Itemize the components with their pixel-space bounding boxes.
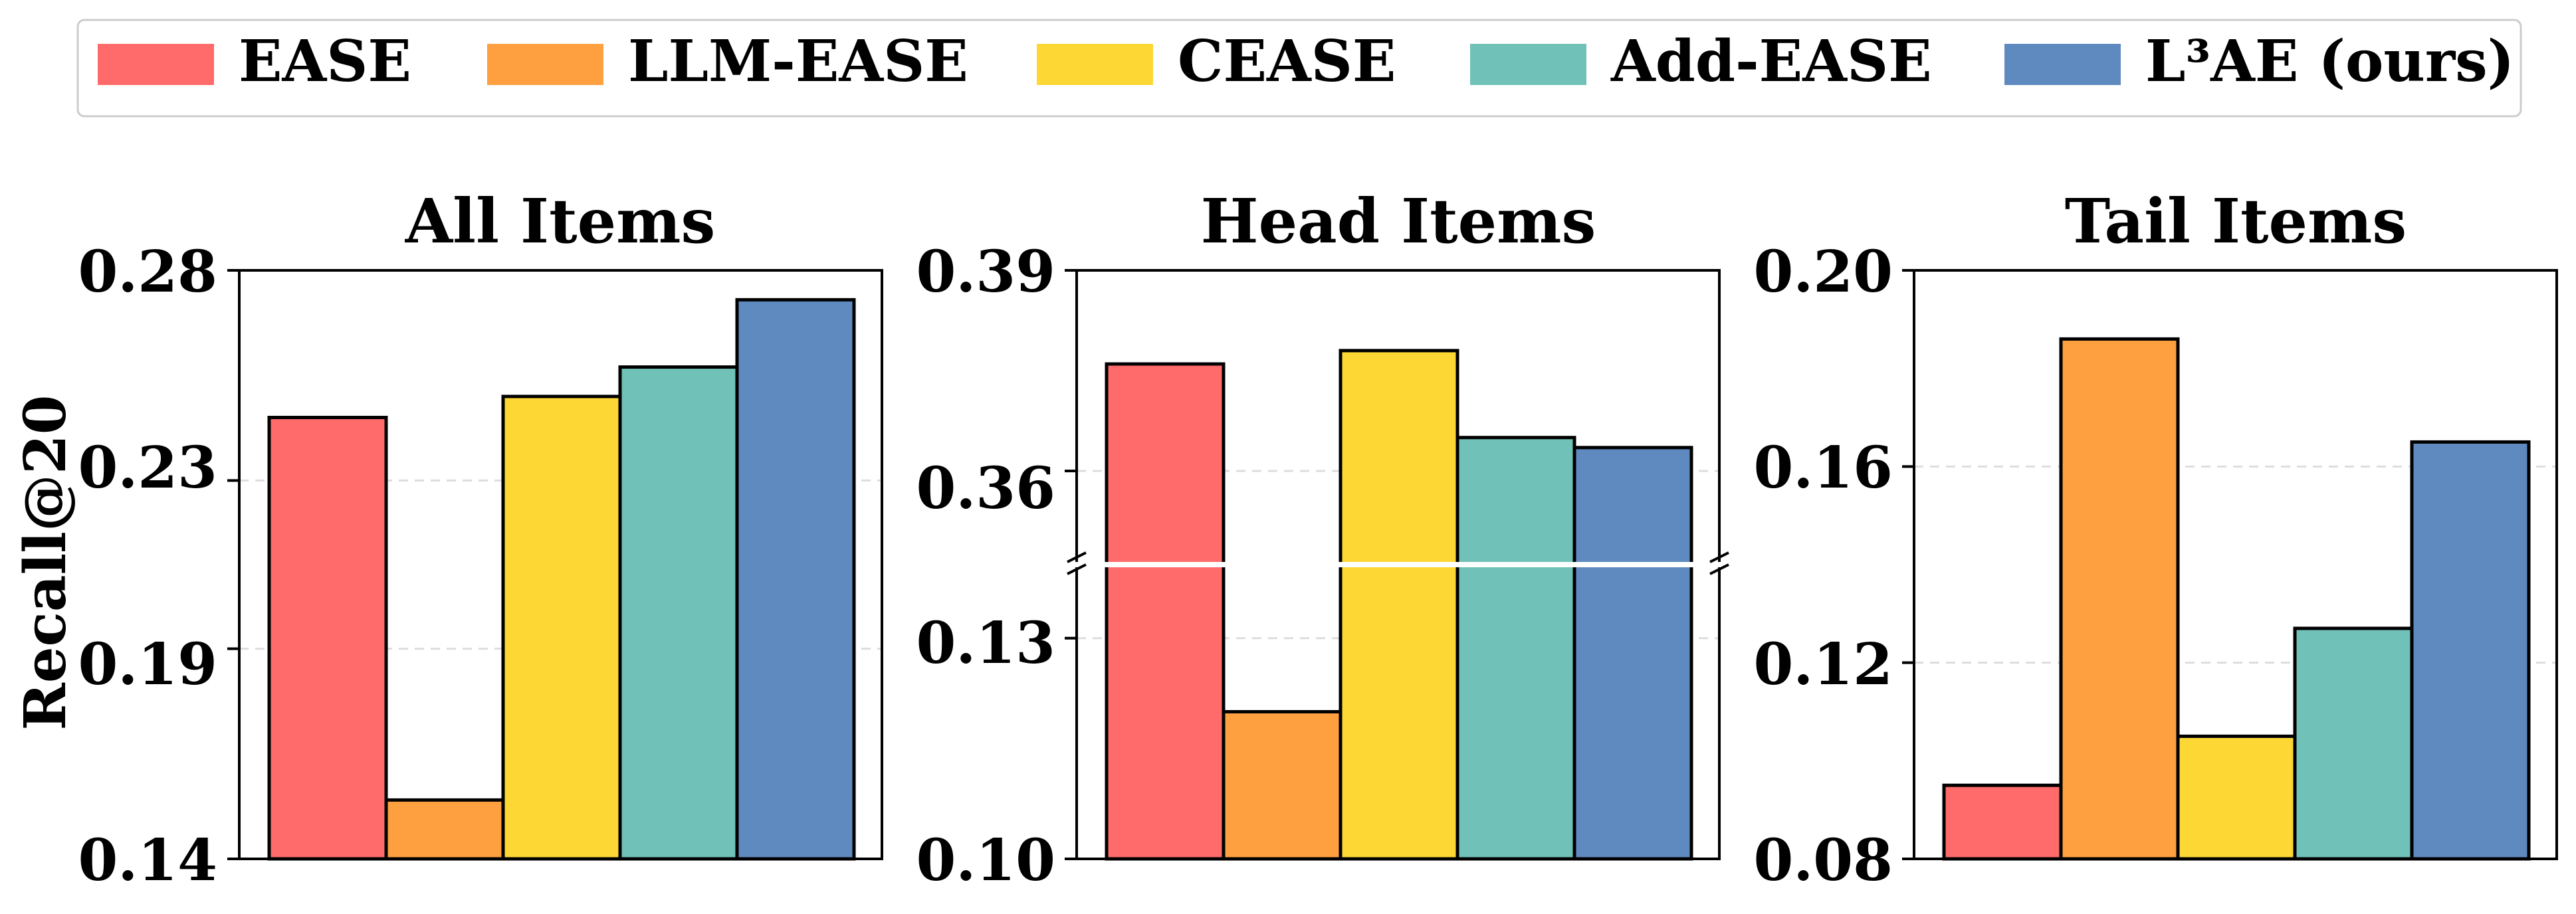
chart-marks [227,269,2558,861]
panel-title-all-items: All Items [405,185,716,257]
bar-p1-ease [267,416,388,861]
axis-break-mark-1-b [1709,563,1729,575]
legend-swatch-cease [1037,44,1153,85]
bar-p1-llm-ease [384,798,505,861]
tick-label-p2-3: 0.39 [916,238,1055,306]
bar-p3-ease [1942,783,2063,861]
bar-p2-l3ae [1572,446,1693,861]
bar-p1-l3ae [735,298,856,861]
tick-label-p1-1: 0.19 [78,631,217,698]
legend-label-llm-ease: LLM-EASE [628,28,968,95]
axes-frame-p3 [1913,269,2558,860]
bar-p1-add-ease [618,365,739,861]
axis-break-mark-0-b [1067,563,1087,575]
bar-p3-add-ease [2293,626,2414,861]
tick-label-p2-0: 0.10 [916,827,1055,894]
tick-label-p3-0: 0.08 [1754,827,1893,894]
bar-p2-cease [1339,349,1459,861]
legend-frame [76,19,2522,118]
bar-p3-cease [2176,734,2297,861]
legend-label-add-ease: Add-EASE [1610,28,1932,95]
panel-title-tail-items: Tail Items [2065,185,2407,257]
tick-label-p3-2: 0.16 [1754,434,1893,502]
tick-label-p1-2: 0.23 [78,434,217,502]
bar-p3-l3ae [2410,440,2531,861]
tick-label-p2-2: 0.36 [916,455,1055,522]
legend-label-cease: CEASE [1178,28,1396,95]
tick-label-p1-0: 0.14 [78,827,217,894]
legend-swatch-l3ae [2004,44,2121,85]
legend-label-l3ae: L³AE (ours) [2145,28,2514,95]
legend: EASE LLM-EASE CEASE Add-EASE L³AE (ours) [76,19,2522,118]
bar-p2-ease [1105,362,1226,861]
tick-label-p2-1: 0.13 [916,610,1055,677]
legend-swatch-ease [98,44,214,85]
panel-title-head-items: Head Items [1201,185,1596,257]
axis-break-mark-0-a [1067,551,1087,563]
y-axis-label: Recall@20 [12,395,79,730]
tick-label-p3-1: 0.12 [1754,631,1893,698]
tick-label-p1-3: 0.28 [78,238,217,306]
axis-break-mark-1-a [1709,551,1729,563]
axes-frame-p1 [238,269,883,860]
bar-p2-add-ease [1455,436,1576,861]
tick-label-p3-3: 0.20 [1754,238,1893,306]
bar-p3-llm-ease [2059,337,2180,861]
legend-swatch-llm-ease [487,44,603,85]
bar-p2-llm-ease [1222,710,1342,861]
legend-swatch-add-ease [1470,44,1586,85]
legend-label-ease: EASE [239,28,411,95]
bar-p1-cease [501,395,622,861]
